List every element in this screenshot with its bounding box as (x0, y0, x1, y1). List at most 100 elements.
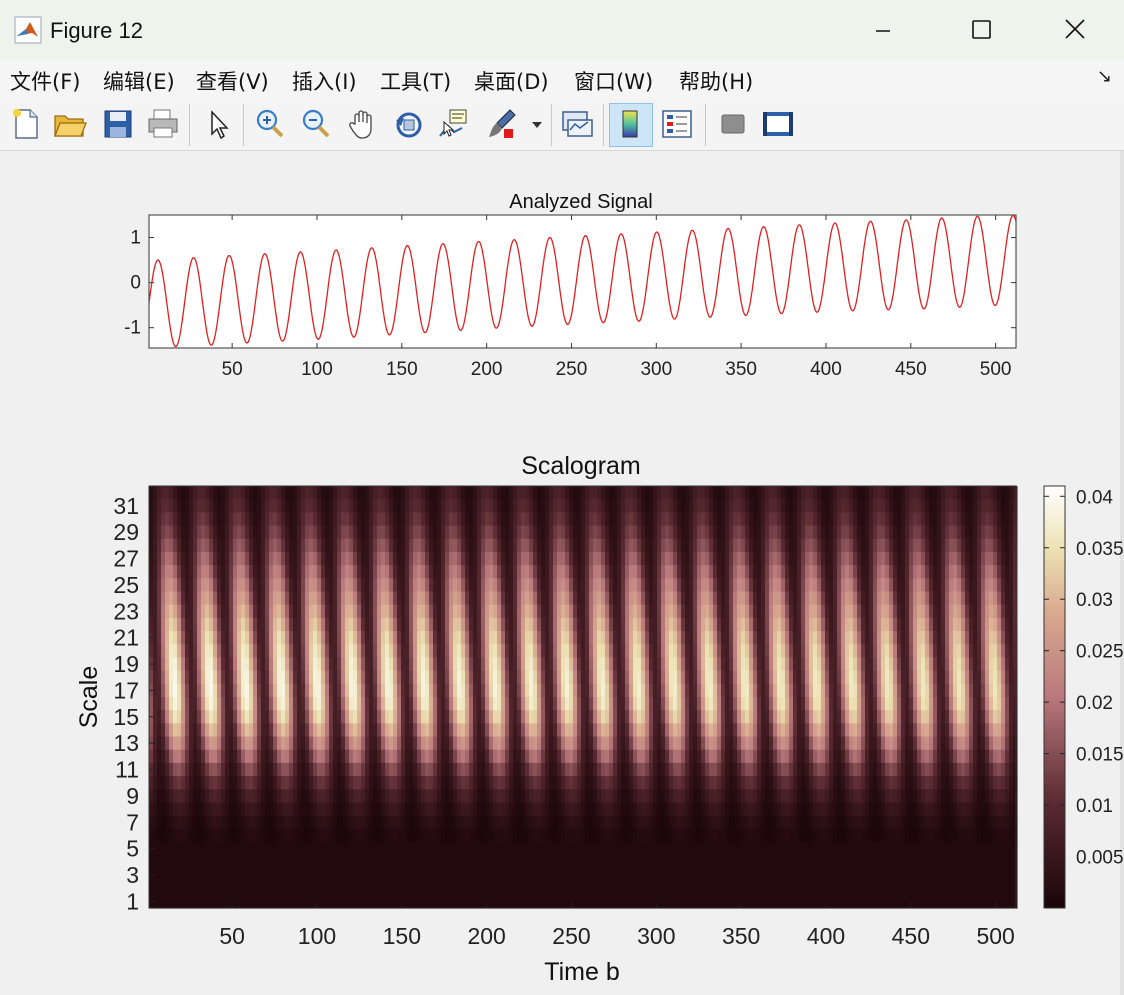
heatmap-cell (309, 499, 314, 513)
link-plot-icon[interactable] (557, 104, 597, 144)
menu-insert[interactable]: 插入(I) (292, 70, 357, 94)
heatmap-cell (485, 591, 490, 606)
heatmap-cell (273, 670, 278, 685)
brush-icon[interactable] (482, 104, 522, 144)
new-figure-icon[interactable] (6, 104, 46, 144)
pan-hand-icon[interactable] (343, 104, 383, 144)
save-icon[interactable] (98, 104, 138, 144)
heatmap-cell (1001, 565, 1006, 579)
hide-plot-tools-icon[interactable] (713, 104, 753, 144)
heatmap-cell (893, 736, 898, 751)
menu-edit[interactable]: 编辑(E) (103, 70, 175, 94)
heatmap-cell (433, 736, 438, 751)
menu-tools[interactable]: 工具(T) (380, 70, 452, 94)
heatmap-cell (773, 710, 778, 724)
close-icon[interactable] (1052, 10, 1098, 50)
minimize-icon[interactable] (860, 10, 906, 50)
heatmap-cell (437, 591, 442, 606)
chevron-down-icon[interactable] (528, 104, 546, 144)
heatmap-cell (785, 670, 790, 685)
heatmap-cell (509, 723, 514, 738)
heatmap-cell (477, 486, 482, 500)
heatmap-cell (409, 710, 414, 724)
heatmap-cell (893, 551, 898, 566)
heatmap-cell (597, 538, 602, 553)
heatmap-cell (649, 538, 654, 553)
heatmap-cell (873, 697, 878, 711)
heatmap-cell (953, 538, 958, 553)
heatmap-cell (829, 749, 834, 764)
heatmap-cell (185, 736, 190, 751)
rotate-3d-icon[interactable] (389, 104, 429, 144)
data-cursor-icon[interactable] (434, 104, 474, 144)
heatmap-cell (669, 538, 674, 553)
heatmap-cell (825, 762, 830, 777)
heatmap-cell (389, 565, 394, 579)
heatmap-cell (373, 710, 378, 724)
heatmap-cell (805, 565, 810, 579)
heatmap-cell (205, 617, 210, 632)
heatmap-cell (901, 749, 906, 764)
open-file-icon[interactable] (50, 104, 90, 144)
heatmap-cell (441, 710, 446, 724)
menu-window[interactable]: 窗口(W) (574, 70, 654, 94)
heatmap-cell (589, 604, 594, 619)
menu-desktop[interactable]: 桌面(D) (474, 70, 549, 94)
menu-file[interactable]: 文件(F) (10, 70, 81, 94)
heatmap-cell (557, 644, 562, 659)
heatmap-cell (689, 486, 694, 500)
heatmap-cell (965, 683, 970, 698)
heatmap-cell (585, 591, 590, 606)
menu-view[interactable]: 查看(V) (196, 70, 269, 94)
show-plot-tools-icon[interactable] (758, 104, 798, 144)
heatmap-cell (865, 512, 870, 527)
heatmap-cell (1009, 657, 1014, 672)
heatmap-cell (417, 604, 422, 619)
heatmap-cell (941, 644, 946, 659)
heatmap-cell (781, 512, 786, 527)
heatmap-cell (509, 670, 514, 685)
heatmap-cell (421, 631, 426, 645)
heatmap-cell (529, 604, 534, 619)
insert-legend-icon[interactable] (657, 104, 697, 144)
zoom-out-icon[interactable] (296, 104, 336, 144)
heatmap-cell (705, 644, 710, 659)
heatmap-cell (441, 617, 446, 632)
heatmap-cell (709, 591, 714, 606)
heatmap-cell (733, 697, 738, 711)
heatmap-cell (685, 657, 690, 672)
heatmap-cell (785, 512, 790, 527)
zoom-in-icon[interactable] (250, 104, 290, 144)
heatmap-cell (913, 565, 918, 579)
insert-colorbar-icon[interactable] (611, 104, 651, 144)
heatmap-cell (885, 683, 890, 698)
heatmap-cell (785, 736, 790, 751)
heatmap-cell (801, 604, 806, 619)
heatmap-cell (341, 499, 346, 513)
signal-x-tick-label: 150 (386, 359, 418, 380)
heatmap-cell (317, 591, 322, 606)
heatmap-cell (813, 631, 818, 645)
scalogram-heatmap (149, 486, 1018, 909)
heatmap-cell (917, 697, 922, 711)
heatmap-cell (701, 499, 706, 513)
heatmap-cell (973, 657, 978, 672)
heatmap-cell (409, 631, 414, 645)
heatmap-cell (525, 749, 530, 764)
dock-arrow-icon[interactable]: ↘ (1097, 66, 1113, 86)
heatmap-cell (537, 670, 542, 685)
select-arrow-icon[interactable] (198, 104, 238, 144)
heatmap-cell (945, 683, 950, 698)
heatmap-cell (765, 604, 770, 619)
heatmap-cell (385, 486, 390, 500)
menu-help[interactable]: 帮助(H) (679, 70, 754, 94)
heatmap-cell (773, 499, 778, 513)
print-icon[interactable] (143, 104, 183, 144)
heatmap-cell (1005, 617, 1010, 632)
heatmap-cell (585, 551, 590, 566)
heatmap-cell (181, 591, 186, 606)
heatmap-cell (277, 578, 282, 593)
heatmap-cell (629, 538, 634, 553)
maximize-icon[interactable] (958, 10, 1004, 50)
heatmap-cell (241, 631, 246, 645)
